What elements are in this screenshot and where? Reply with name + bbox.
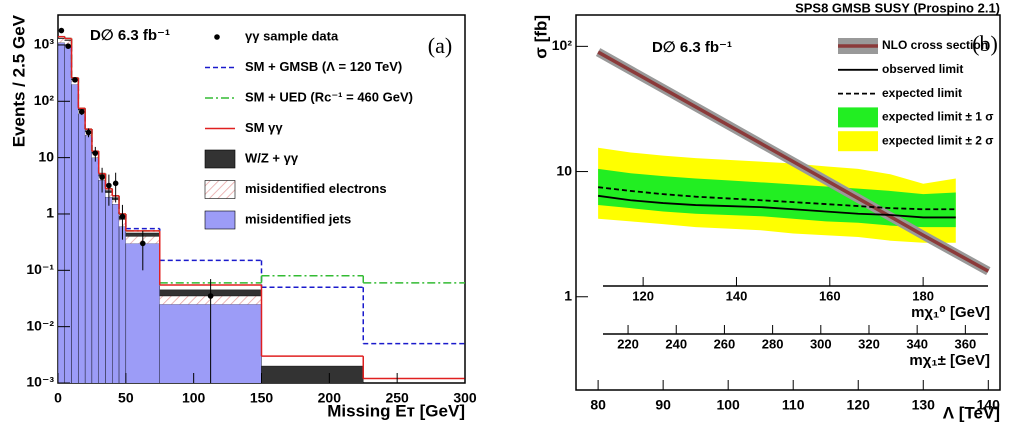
legend-symbol (838, 107, 878, 128)
x-tick-label: 140 (977, 397, 1001, 413)
series-line (598, 186, 956, 211)
annotation: D∅ 6.3 fb⁻¹ (90, 27, 170, 44)
data-point (106, 182, 112, 189)
plot-area (58, 27, 465, 383)
x-tick-label: 300 (810, 336, 832, 351)
band (598, 168, 956, 228)
legend-label: misidentified jets (245, 211, 351, 226)
legend-symbol (838, 131, 878, 152)
legend-symbol (204, 210, 236, 230)
y-tick-label: 10² (552, 37, 573, 53)
data-point (112, 180, 119, 187)
x-tick-label: 360 (955, 336, 977, 351)
y-tick-label: 10³ (34, 36, 55, 52)
x-tick-label: 120 (632, 288, 654, 303)
data-point (65, 43, 71, 49)
hist-bar (71, 84, 79, 383)
x-tick-label: 160 (819, 288, 841, 303)
x-axis-label: mχ₁± [GeV] (909, 352, 990, 369)
x-tick-label: 340 (906, 336, 928, 351)
legend-symbol (214, 34, 220, 40)
y-tick-label: 1 (46, 205, 54, 221)
x-tick-label: 280 (762, 336, 784, 351)
data-point (72, 77, 78, 83)
hist-bar (64, 44, 72, 383)
legend-label: expected limit (882, 86, 962, 100)
panel-label: (a) (428, 33, 452, 58)
legend-label: misidentified electrons (245, 181, 387, 196)
y-axis-label: σ [fb] (531, 15, 550, 59)
data-point (58, 27, 65, 34)
data-point (78, 109, 85, 115)
legend-label: γγ sample data (245, 28, 339, 43)
hist-bar (112, 203, 120, 383)
hist-bar (78, 113, 86, 383)
x-axis-label: Missing Eᴛ [GeV] (327, 401, 465, 420)
x-tick-label: 180 (912, 288, 934, 303)
plot-area (595, 48, 991, 276)
hist-bar (84, 135, 93, 383)
annotation: D∅ 6.3 fb⁻¹ (652, 39, 732, 56)
x-tick-label: 90 (655, 397, 671, 413)
y-tick-label: 10⁻³ (26, 374, 54, 390)
x-tick-label: 120 (847, 397, 871, 413)
x-tick-label: 110 (782, 397, 805, 413)
hist-bar (58, 38, 65, 43)
chart-title: SPS8 GMSB SUSY (Prospino 2.1) (795, 0, 1000, 15)
legend-symbol (204, 180, 236, 199)
hist-bar (64, 40, 72, 45)
legend-label: W/Z + γγ (245, 150, 299, 165)
y-tick-label: 10 (38, 148, 54, 164)
hist-bar (105, 196, 113, 383)
x-tick-label: 130 (912, 397, 936, 413)
panel-label: (b) (972, 31, 998, 56)
data-point (119, 213, 126, 220)
hist-bar (91, 157, 99, 383)
hist-bar (261, 365, 364, 383)
series-line (597, 194, 956, 219)
hist-bar (98, 179, 106, 383)
series-line (597, 50, 990, 273)
x-tick-label: 220 (617, 336, 639, 351)
legend-label: SM + GMSB (Λ = 120 TeV) (245, 59, 402, 74)
y-tick-label: 10² (34, 92, 55, 108)
y-axis-label: Events / 2.5 GeV (9, 14, 28, 147)
x-tick-label: 300 (453, 390, 477, 406)
data-point (99, 174, 105, 180)
x-tick-label: 80 (590, 397, 606, 413)
x-tick-label: 320 (858, 336, 880, 351)
x-tick-label: 100 (716, 397, 740, 413)
legend-label: SM + UED (Rc⁻¹ = 460 GeV) (245, 89, 413, 104)
x-tick-label: 100 (182, 390, 206, 406)
data-point (139, 240, 146, 247)
data-point (85, 129, 92, 136)
x-tick-label: 260 (714, 336, 736, 351)
legend-label: expected limit ± 2 σ (882, 133, 994, 147)
x-axis-label: Λ [TeV] (943, 403, 1000, 422)
x-tick-label: 0 (54, 390, 62, 406)
data-point (207, 293, 214, 299)
x-tick-label: 200 (318, 390, 342, 406)
x-tick-label: 50 (118, 390, 134, 406)
y-tick-label: 10 (556, 162, 572, 178)
x-axis-label: mχ₁⁰ [GeV] (911, 304, 990, 321)
x-tick-label: 250 (385, 390, 409, 406)
legend-symbol (204, 149, 236, 169)
legend-label: NLO cross section (882, 38, 988, 52)
hist-bar (118, 226, 127, 383)
legend-label: observed limit (882, 62, 963, 76)
data-point (92, 150, 99, 156)
x-tick-label: 240 (665, 336, 687, 351)
legend-label: SM γγ (245, 120, 283, 135)
legend-label: expected limit ± 1 σ (882, 110, 994, 124)
y-tick-label: 10⁻² (26, 317, 54, 333)
y-tick-label: 1 (564, 287, 572, 303)
x-tick-label: 140 (726, 288, 748, 303)
y-tick-label: 10⁻¹ (26, 261, 54, 277)
x-tick-label: 150 (250, 390, 274, 406)
